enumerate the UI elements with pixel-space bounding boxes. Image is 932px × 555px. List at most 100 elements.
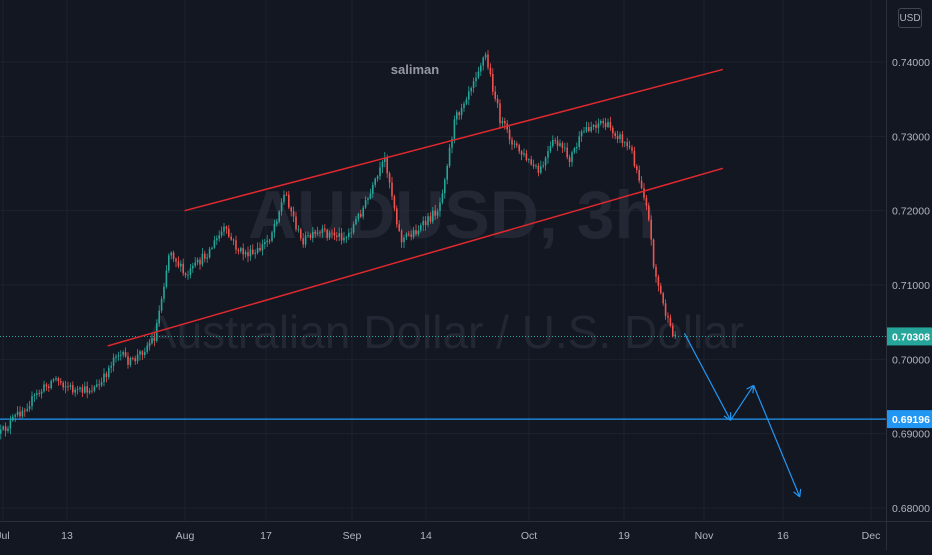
candle-body bbox=[607, 122, 609, 127]
candle-body bbox=[185, 273, 187, 275]
price-tick-label: 0.74000 bbox=[892, 57, 930, 69]
candle-body bbox=[511, 140, 513, 145]
candle-body bbox=[173, 253, 175, 259]
candle-body bbox=[17, 412, 19, 415]
candle-body bbox=[67, 386, 69, 387]
candle-body bbox=[0, 430, 2, 434]
candle-body bbox=[624, 142, 626, 143]
candle-body bbox=[322, 229, 324, 233]
candle-body bbox=[70, 385, 72, 386]
candle-body bbox=[144, 352, 146, 355]
candle-body bbox=[523, 153, 525, 154]
current-price-label: 0.70308 bbox=[892, 331, 930, 343]
candle-body bbox=[355, 219, 357, 224]
candle-body bbox=[310, 235, 312, 238]
candle-body bbox=[526, 153, 528, 160]
candle-body bbox=[622, 134, 624, 143]
candle-body bbox=[530, 159, 532, 164]
candle-body bbox=[238, 250, 240, 252]
candle-body bbox=[336, 235, 338, 236]
candle-body bbox=[235, 240, 237, 249]
candle-body bbox=[266, 241, 268, 242]
candle-body bbox=[410, 235, 412, 237]
candle-body bbox=[65, 386, 67, 387]
candle-body bbox=[662, 293, 664, 303]
candle-body bbox=[365, 200, 367, 208]
candle-body bbox=[598, 123, 600, 127]
candle-body bbox=[110, 366, 112, 368]
candle-body bbox=[449, 148, 451, 166]
candle-body bbox=[583, 131, 585, 132]
candle-body bbox=[278, 211, 280, 221]
candle-body bbox=[91, 391, 93, 392]
candle-body bbox=[382, 162, 384, 167]
candle-body bbox=[454, 119, 456, 138]
candle-body bbox=[554, 140, 556, 141]
candle-body bbox=[314, 232, 316, 234]
candle-body bbox=[434, 211, 436, 216]
price-axis[interactable]: 0.740000.730000.720000.710000.700000.690… bbox=[887, 0, 932, 550]
candle-body bbox=[374, 179, 376, 185]
candle-body bbox=[53, 379, 55, 380]
candle-body bbox=[631, 147, 633, 150]
candle-body bbox=[199, 260, 201, 265]
candle-body bbox=[55, 378, 57, 379]
price-tick-label: 0.71000 bbox=[892, 280, 930, 292]
candle-body bbox=[290, 208, 292, 212]
candle-body bbox=[326, 230, 328, 238]
candle-body bbox=[550, 146, 552, 151]
candle-body bbox=[439, 203, 441, 212]
time-tick-label: Dec bbox=[862, 530, 881, 542]
candle-body bbox=[127, 356, 129, 364]
candle-body bbox=[636, 166, 638, 170]
currency-button[interactable]: USD bbox=[898, 8, 922, 28]
candle-body bbox=[557, 141, 559, 146]
candle-body bbox=[540, 166, 542, 172]
candle-body bbox=[461, 108, 463, 115]
candle-body bbox=[122, 352, 124, 355]
candle-body bbox=[418, 230, 420, 234]
time-tick-label: Jul bbox=[0, 530, 10, 542]
candle-body bbox=[302, 238, 304, 244]
price-tick-label: 0.69000 bbox=[892, 429, 930, 441]
projection-segment bbox=[754, 385, 800, 497]
candle-body bbox=[252, 250, 254, 254]
candle-body bbox=[653, 240, 655, 267]
candle-body bbox=[502, 121, 504, 123]
candle-body bbox=[146, 346, 148, 352]
projection-arrowhead bbox=[800, 489, 801, 497]
candle-body bbox=[202, 254, 204, 265]
candle-body bbox=[528, 159, 530, 160]
candle-body bbox=[192, 266, 194, 269]
candle-body bbox=[360, 214, 362, 217]
time-tick-label: Nov bbox=[695, 530, 714, 542]
time-axis[interactable]: Jul13Aug17Sep14Oct19Nov16Dec bbox=[0, 522, 932, 543]
candle-body bbox=[602, 121, 604, 123]
candle-body bbox=[94, 387, 96, 391]
price-tick-label: 0.68000 bbox=[892, 503, 930, 515]
candle-body bbox=[566, 148, 568, 158]
candle-body bbox=[422, 221, 424, 225]
candle-body bbox=[43, 384, 45, 391]
candle-body bbox=[120, 355, 122, 356]
candle-body bbox=[533, 165, 535, 167]
candle-body bbox=[178, 261, 180, 266]
time-tick-label: Aug bbox=[176, 530, 195, 542]
candle-body bbox=[478, 72, 480, 78]
candle-body bbox=[82, 388, 84, 393]
candle-body bbox=[271, 232, 273, 240]
candle-body bbox=[257, 248, 259, 253]
candle-body bbox=[247, 252, 249, 256]
candle-body bbox=[641, 181, 643, 189]
time-tick-label: Sep bbox=[343, 530, 362, 542]
candle-body bbox=[367, 198, 369, 199]
candle-body bbox=[319, 233, 321, 234]
candle-body bbox=[590, 127, 592, 131]
candle-body bbox=[89, 391, 91, 393]
candle-body bbox=[242, 248, 244, 254]
candle-body bbox=[10, 421, 12, 429]
candle-body bbox=[638, 170, 640, 181]
candle-body bbox=[118, 355, 120, 356]
